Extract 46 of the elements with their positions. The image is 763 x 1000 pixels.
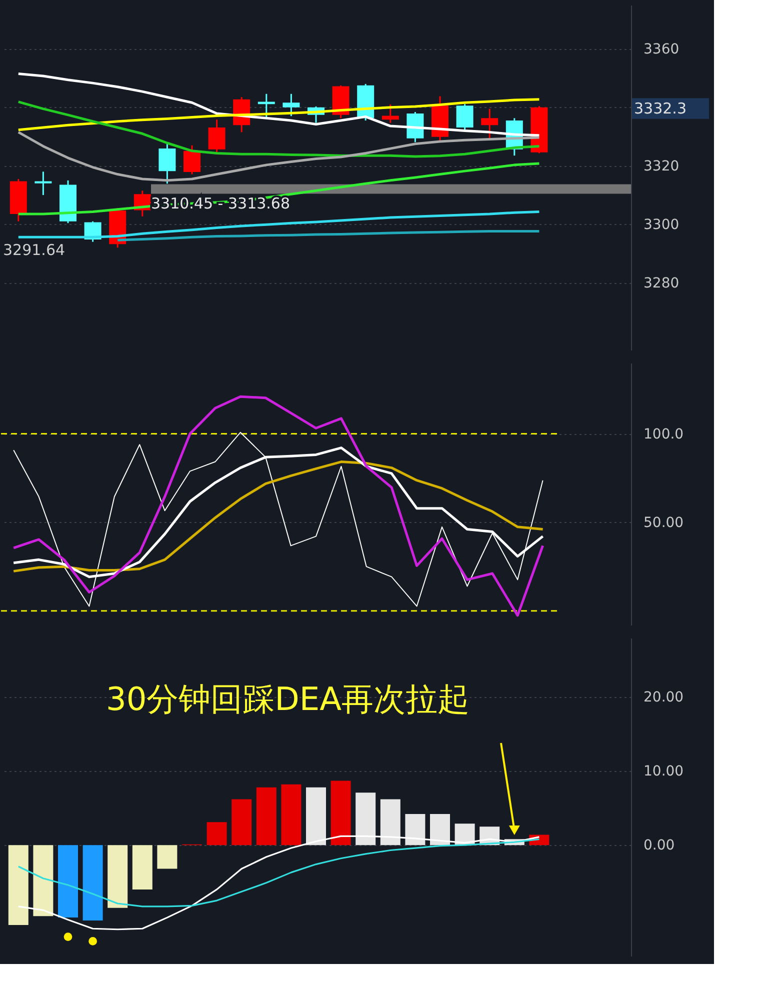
y-tick-label: 3320 [644,158,680,174]
bar [405,814,426,846]
y-tick-label: 20.00 [644,690,684,706]
line-series [18,835,540,930]
bar [430,814,450,846]
annotation: 30分钟回踩DEA再次拉起 [106,680,470,718]
y-tick-label: 100.0 [644,426,684,442]
bar [330,780,351,846]
bar [58,845,78,918]
line-series [17,210,540,238]
bar [82,845,103,920]
line-series [12,395,544,617]
bar [33,845,54,916]
bar [306,787,326,846]
candlestick [282,93,300,117]
candlestick [481,108,498,140]
bar [206,822,227,846]
text: 3332.3 [634,100,686,118]
y-tick-label: 3300 [644,216,680,233]
line-series [13,432,544,607]
bar [132,845,152,890]
line-series [17,98,540,132]
y-tick-label: 10.00 [644,764,684,780]
candlestick [158,143,176,184]
bar [8,845,28,925]
line-series [12,460,544,572]
bar [232,799,252,846]
line-series [17,72,540,137]
candlestick [382,104,399,124]
line-series [18,838,540,908]
candlestick [456,103,474,131]
bar [281,784,302,846]
y-tick-label: 3360 [644,41,680,58]
bar [108,845,128,908]
candlestick [184,144,200,176]
y-tick-label: 50.00 [644,514,684,531]
bar [157,845,178,869]
bar [380,799,400,846]
candlestick [208,118,226,154]
bar [256,787,276,846]
y-tick-label: 0.00 [644,838,675,854]
y-tick-label: 3280 [644,275,680,292]
line-series [17,130,540,182]
annotation: 3291.64 [3,241,66,260]
bar [356,792,376,846]
candlestick [34,170,52,196]
